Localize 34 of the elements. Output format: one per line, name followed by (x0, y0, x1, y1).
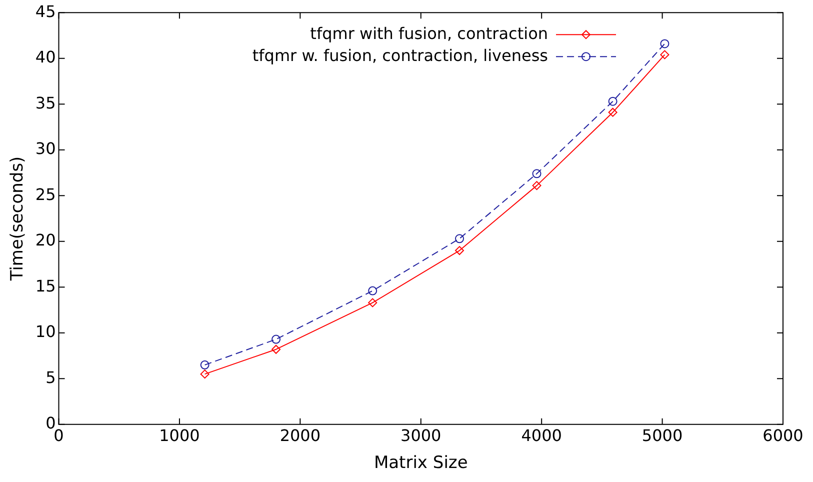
x-axis-title: Matrix Size (374, 453, 468, 474)
x-tick-label: 3000 (400, 426, 442, 446)
y-tick-label: 30 (35, 139, 56, 158)
point (368, 298, 378, 308)
y-tick-label: 20 (35, 230, 56, 250)
point (608, 108, 618, 117)
y-tick-label: 40 (35, 48, 56, 67)
x-tick-label: 6000 (762, 426, 804, 446)
point (532, 169, 542, 178)
point (455, 246, 464, 256)
point (272, 344, 281, 354)
point (660, 50, 670, 60)
y-tick-label: 15 (35, 276, 56, 296)
x-tick-label: 1000 (159, 426, 200, 446)
y-tick-label: 25 (35, 184, 56, 204)
x-tick-label: 2000 (280, 426, 321, 446)
x-tick-label: 4000 (521, 426, 562, 446)
point (200, 370, 210, 379)
point (608, 96, 618, 106)
point (660, 39, 670, 48)
x-tick-label: 5000 (642, 426, 683, 446)
y-tick-label: 35 (35, 93, 56, 112)
y-tick-label: 45 (35, 2, 56, 21)
point (455, 234, 464, 244)
legend-label: tfqmr with fusion, contraction (310, 24, 548, 43)
point (368, 286, 378, 296)
point (272, 334, 281, 344)
y-tick-label: 5 (46, 368, 56, 387)
y-axis-title: Time(seconds) (8, 156, 28, 282)
point (200, 360, 210, 370)
point (532, 181, 542, 190)
legend-label: tfqmr w. fusion, contraction, liveness (252, 46, 548, 65)
y-tick-label: 10 (35, 322, 56, 342)
y-tick-label: 0 (46, 414, 56, 433)
